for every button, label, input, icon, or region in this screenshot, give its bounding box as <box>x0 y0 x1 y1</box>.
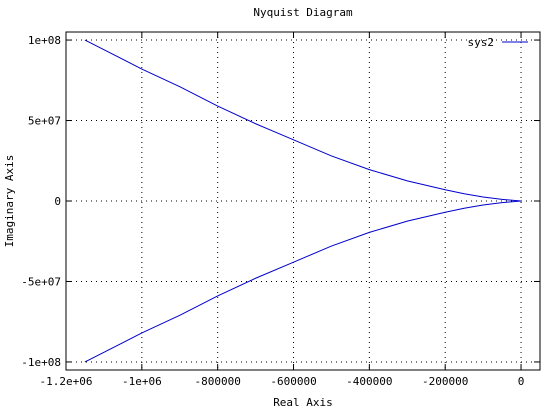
chart-title: Nyquist Diagram <box>253 6 353 19</box>
x-tick-label: -200000 <box>422 375 468 388</box>
x-tick-label: -600000 <box>270 375 316 388</box>
series-layer <box>84 39 522 363</box>
y-axis-label: Imaginary Axis <box>3 155 16 248</box>
grid-layer <box>65 32 540 370</box>
y-tick-label: -1e+08 <box>21 356 61 369</box>
legend: sys2 <box>468 36 528 49</box>
y-tick-label: 0 <box>54 195 61 208</box>
x-tick-label: -400000 <box>346 375 392 388</box>
tick-layer: -1.2e+06 -1e+06 -800000 -600000 -400000 -2000… <box>21 32 540 388</box>
legend-label: sys2 <box>468 36 495 49</box>
x-tick-label: -1e+06 <box>122 375 162 388</box>
x-tick-label: -800000 <box>195 375 241 388</box>
y-tick-label: 1e+08 <box>28 34 61 47</box>
x-axis-label: Real Axis <box>273 396 333 409</box>
x-tick-label: 0 <box>518 375 525 388</box>
x-tick-label: -1.2e+06 <box>40 375 93 388</box>
series-line-sys2 <box>84 39 522 363</box>
plot-frame <box>65 31 541 371</box>
y-tick-label: 5e+07 <box>28 115 61 128</box>
y-tick-label: -5e+07 <box>21 275 61 288</box>
